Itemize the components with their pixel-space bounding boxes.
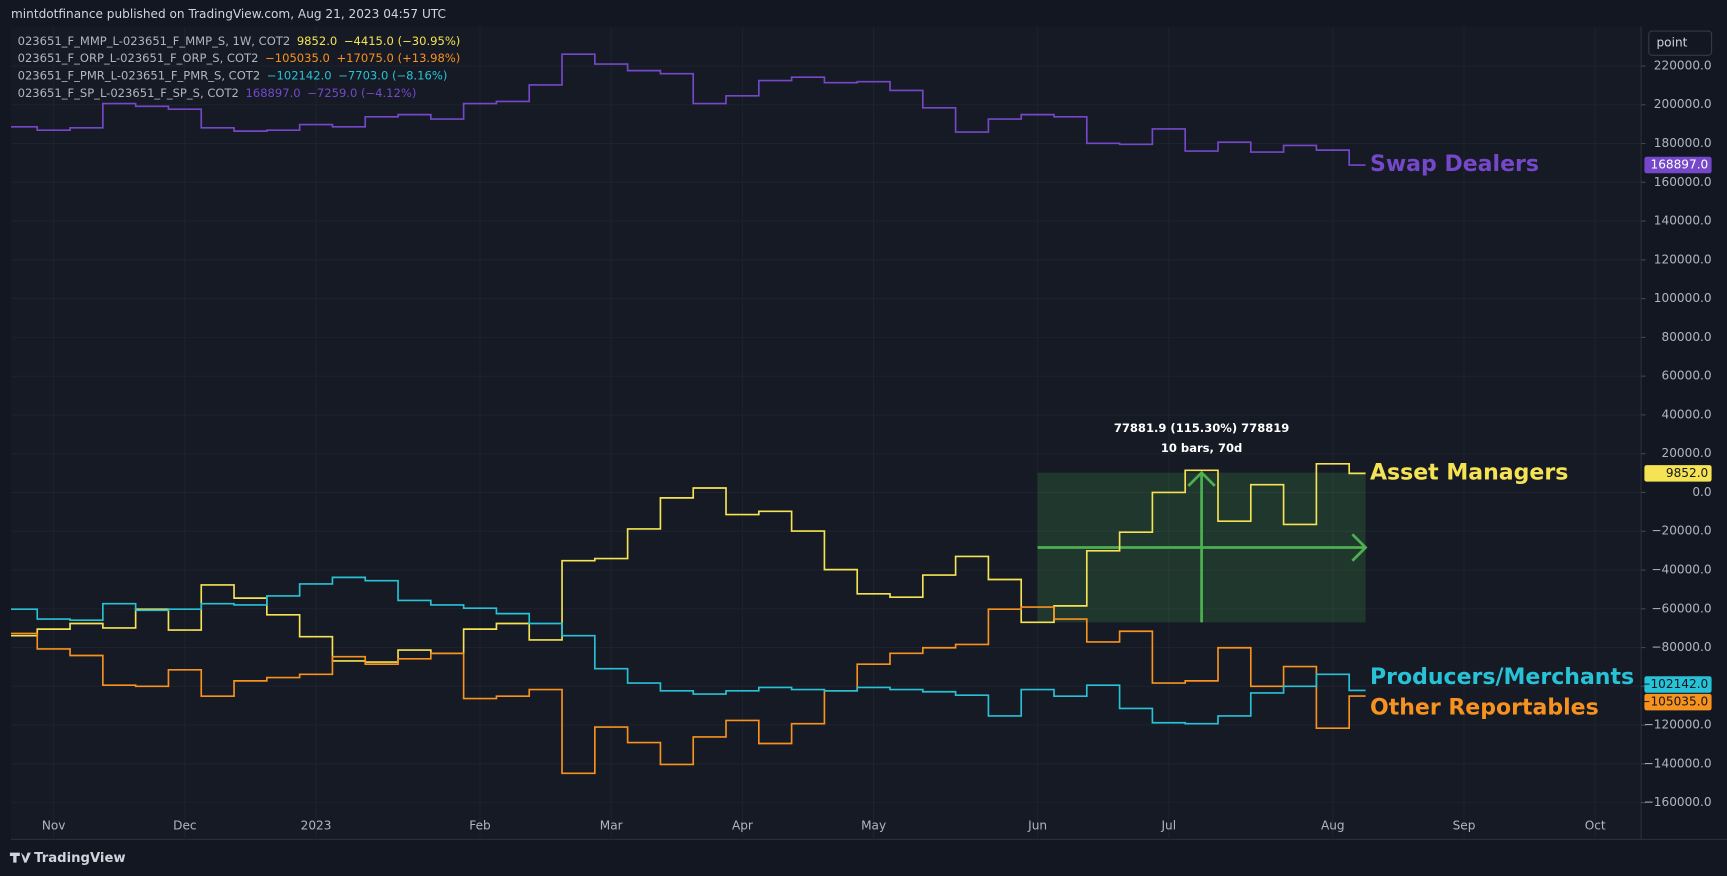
measure-label: 77881.9 (115.30%) 778819 bbox=[1114, 421, 1290, 435]
y-tick-label: −120000.0 bbox=[1644, 718, 1712, 732]
y-tick-label: 220000.0 bbox=[1654, 58, 1712, 72]
y-tick-label: −140000.0 bbox=[1644, 756, 1712, 770]
legend-row: 023651_F_PMR_L-023651_F_PMR_S, COT2 −1021… bbox=[18, 68, 448, 82]
series-name: Producers/Merchants bbox=[1370, 665, 1634, 690]
logo: TradingView bbox=[34, 851, 125, 866]
legend-row: 023651_F_MMP_L-023651_F_MMP_S, 1W, COT2 9… bbox=[18, 33, 461, 47]
x-tick-label: Dec bbox=[173, 819, 196, 833]
x-tick-label: Sep bbox=[1453, 819, 1476, 833]
legend-part: −4415.0 (−30.95%) bbox=[344, 33, 460, 47]
price-tag-label: 168897.0 bbox=[1650, 158, 1708, 172]
legend-part: −102142.0 bbox=[267, 68, 332, 82]
x-tick-label: May bbox=[861, 819, 886, 833]
measure-arrow bbox=[1187, 470, 1216, 623]
y-tick-label: 20000.0 bbox=[1662, 446, 1712, 460]
series-line bbox=[11, 53, 1366, 166]
y-tick-label: 40000.0 bbox=[1662, 407, 1712, 421]
series-line bbox=[11, 606, 1366, 775]
price-tag bbox=[1644, 156, 1712, 174]
legend-part: −7703.0 (−8.16%) bbox=[338, 68, 447, 82]
legend-part: 023651_F_MMP_L-023651_F_MMP_S, 1W, COT2 bbox=[18, 33, 291, 47]
series-name: Asset Managers bbox=[1370, 460, 1568, 485]
y-tick-label: 160000.0 bbox=[1654, 175, 1712, 189]
scale-button-label[interactable]: point bbox=[1656, 36, 1687, 50]
x-tick-label: Jul bbox=[1160, 819, 1176, 833]
legend-part: −105035.0 bbox=[265, 51, 330, 65]
x-tick-label: Jun bbox=[1027, 819, 1047, 833]
price-tag bbox=[1644, 693, 1712, 711]
price-tag-label: 9852.0 bbox=[1666, 466, 1708, 480]
y-tick-label: 0.0 bbox=[1692, 485, 1711, 499]
legend-part: 023651_F_ORP_L-023651_F_ORP_S, COT2 bbox=[18, 51, 259, 65]
x-tick-label: Mar bbox=[600, 819, 623, 833]
legend-row: 023651_F_SP_L-023651_F_SP_S, COT2 168897.… bbox=[18, 85, 417, 99]
publisher: mintdotfinance published on TradingView.… bbox=[11, 7, 446, 21]
x-tick-label: Apr bbox=[732, 819, 753, 833]
y-tick-label: 180000.0 bbox=[1654, 136, 1712, 150]
price-tag bbox=[1644, 676, 1712, 693]
y-tick-label: −60000.0 bbox=[1651, 601, 1711, 615]
legend-part: 9852.0 bbox=[297, 33, 337, 47]
series-line bbox=[11, 576, 1366, 725]
plot-area bbox=[11, 26, 1642, 840]
series-line bbox=[11, 462, 1366, 663]
y-tick-label: −20000.0 bbox=[1651, 524, 1711, 538]
measure bbox=[1037, 470, 1368, 623]
price-tag-label: −105035.0 bbox=[1640, 695, 1708, 709]
legend-row: 023651_F_ORP_L-023651_F_ORP_S, COT2 −1050… bbox=[18, 51, 461, 65]
y-tick-label: 120000.0 bbox=[1654, 252, 1712, 266]
scale-button[interactable] bbox=[1648, 30, 1713, 56]
y-tick-label: −160000.0 bbox=[1644, 795, 1712, 809]
logo-icon bbox=[9, 852, 31, 863]
x-tick-label: Aug bbox=[1321, 819, 1345, 833]
y-tick-label: 200000.0 bbox=[1654, 97, 1712, 111]
legend-part: +17075.0 (+13.98%) bbox=[336, 51, 460, 65]
x-tick-label: Feb bbox=[469, 819, 491, 833]
y-tick-label: −40000.0 bbox=[1651, 563, 1711, 577]
price-tag bbox=[1644, 465, 1712, 482]
price-tag-label: −102142.0 bbox=[1640, 677, 1708, 691]
x-tick-label: Nov bbox=[42, 819, 66, 833]
measure-label: 10 bars, 70d bbox=[1161, 441, 1242, 455]
x-tick-label: 2023 bbox=[301, 819, 332, 833]
x-tick-label: Oct bbox=[1585, 819, 1606, 833]
legend-part: 168897.0 bbox=[246, 85, 301, 99]
series-name: Swap Dealers bbox=[1370, 152, 1539, 177]
y-tick-label: 60000.0 bbox=[1662, 369, 1712, 383]
y-tick-label: 100000.0 bbox=[1654, 291, 1712, 305]
y-tick-label: 140000.0 bbox=[1654, 214, 1712, 228]
legend-part: −7259.0 (−4.12%) bbox=[307, 85, 416, 99]
y-tick-label: 80000.0 bbox=[1662, 330, 1712, 344]
y-tick-label: −80000.0 bbox=[1651, 640, 1711, 654]
series-name: Other Reportables bbox=[1370, 696, 1599, 721]
legend-part: 023651_F_PMR_L-023651_F_PMR_S, COT2 bbox=[18, 68, 261, 82]
legend-part: 023651_F_SP_L-023651_F_SP_S, COT2 bbox=[18, 85, 239, 99]
